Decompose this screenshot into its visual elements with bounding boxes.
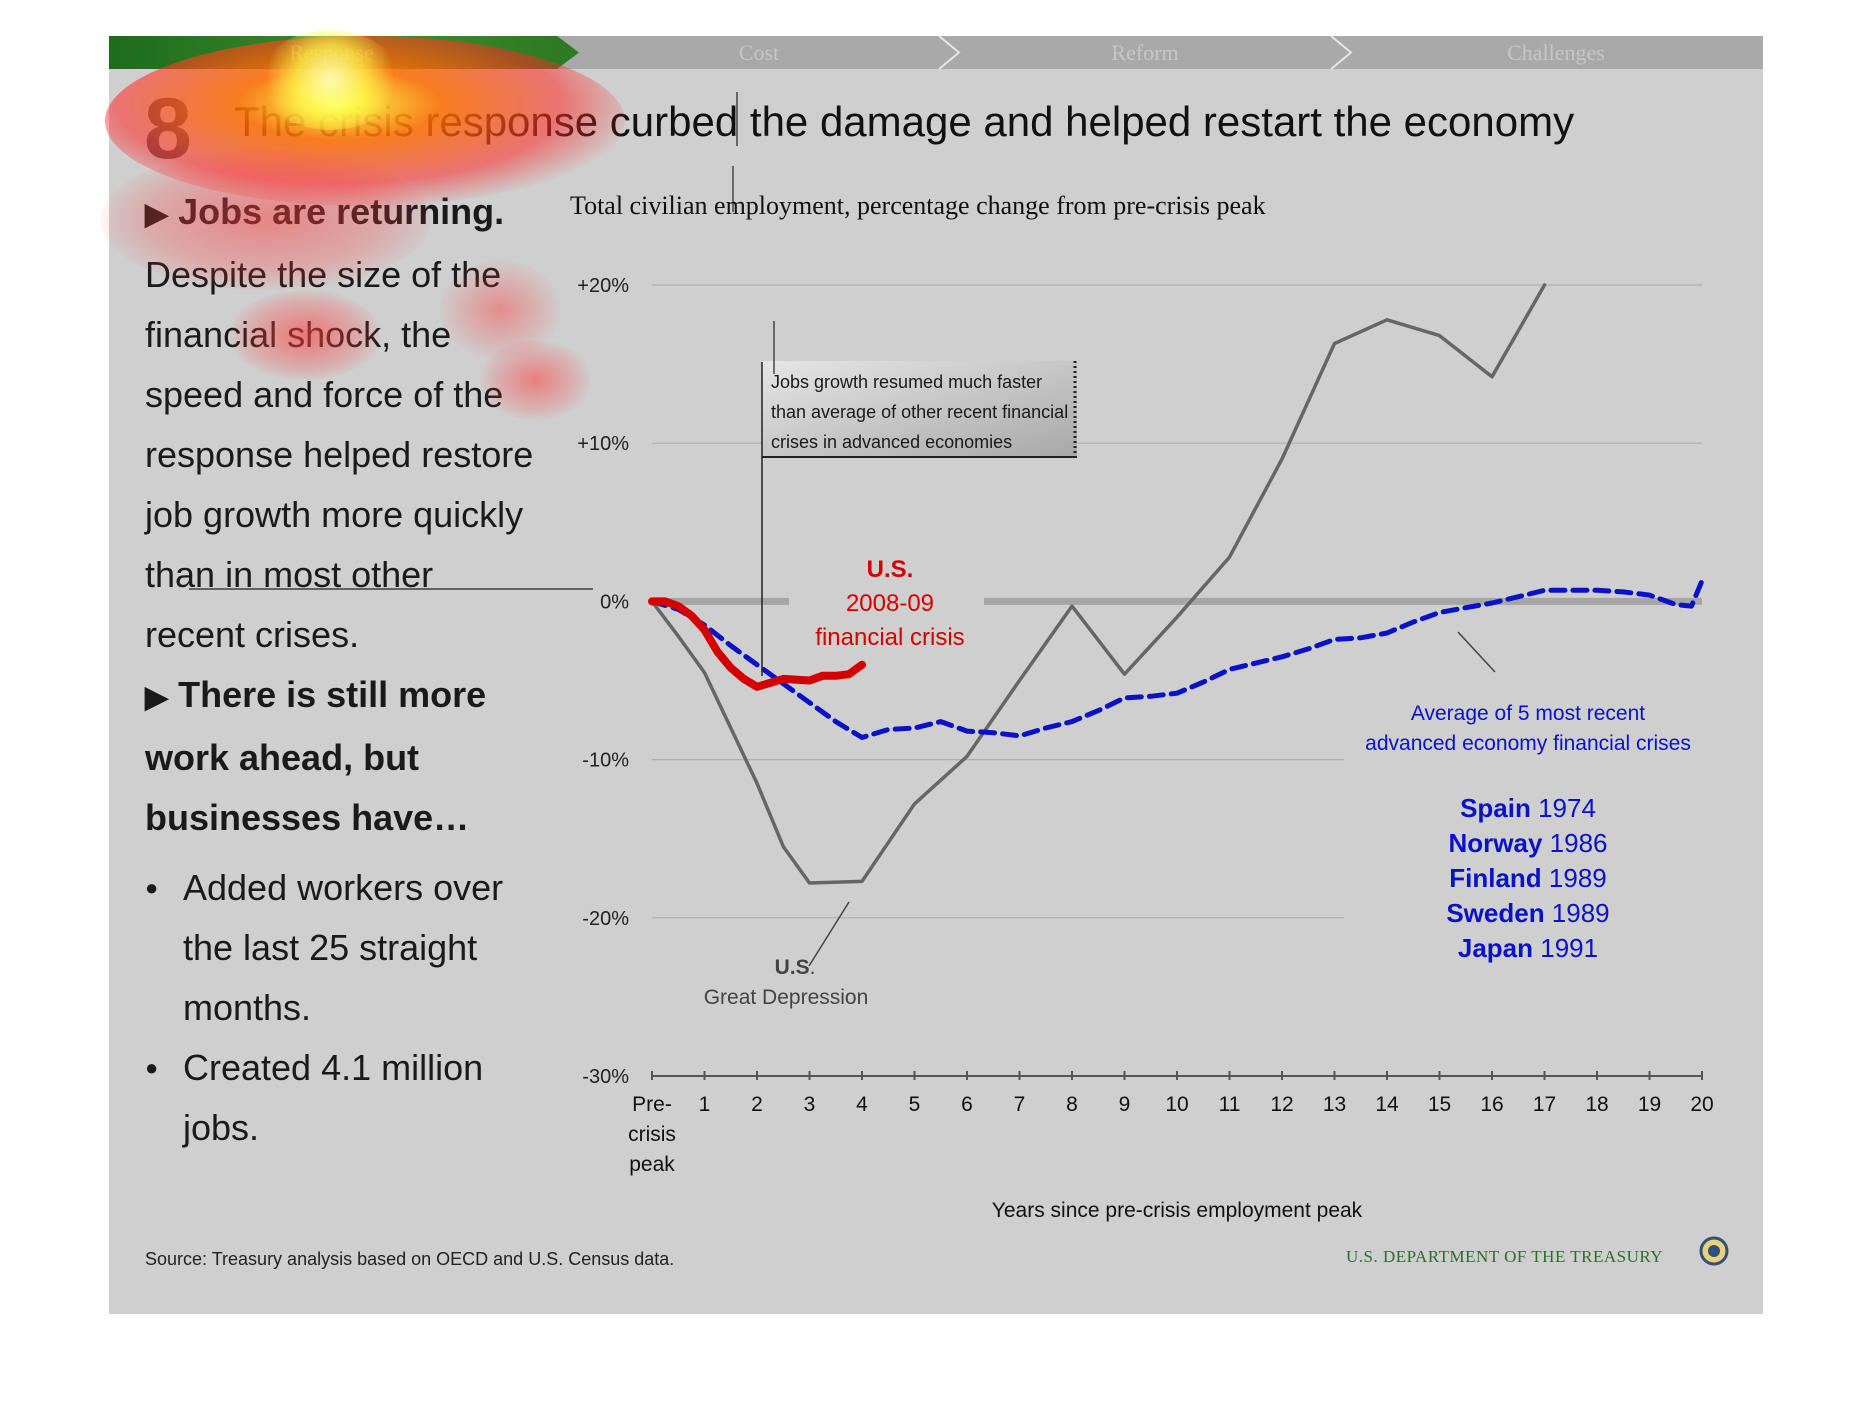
country-entry: Finland 1989: [1449, 863, 1607, 893]
bullet-dot-icon: ●: [145, 875, 159, 900]
tab-challenges[interactable]: Challenges: [1507, 40, 1605, 65]
work-heading-line: work ahead, but: [145, 737, 420, 778]
bullet-item: ● Created 4.1 million: [145, 1038, 575, 1098]
bullet-line: Created 4.1 million: [183, 1047, 484, 1088]
x-tick-label: 8: [1066, 1093, 1078, 1116]
tab-reform[interactable]: Reform: [1111, 40, 1179, 65]
y-tick-label: 0%: [600, 591, 629, 613]
x-tick-label: 19: [1638, 1093, 1661, 1116]
treasury-seal-icon: [1699, 1236, 1729, 1266]
x-tick-label: 5: [909, 1093, 921, 1116]
us-2008-label: 2008-09: [846, 590, 934, 617]
country-entry: Spain 1974: [1460, 793, 1596, 823]
bullet-item: ● Added workers over: [145, 858, 575, 918]
x-tick-label: 16: [1480, 1093, 1503, 1116]
para-line: speed and force of the: [145, 374, 504, 415]
x-tick-label: 17: [1533, 1093, 1556, 1116]
tab-cost[interactable]: Cost: [738, 40, 780, 65]
country-entry: Norway 1986: [1449, 828, 1608, 858]
bullet-line: Added workers over: [183, 867, 504, 908]
annotation-text: Jobs growth resumed much faster: [771, 372, 1042, 392]
x-tick-label: 12: [1270, 1093, 1293, 1116]
bullet-line: jobs.: [183, 1107, 260, 1148]
x-tick-label: 10: [1165, 1093, 1188, 1116]
depression-line: [650, 283, 1547, 885]
average-label: advanced economy financial crises: [1365, 732, 1691, 755]
us-2008-line: [648, 597, 866, 691]
y-tick-label: -10%: [582, 750, 629, 772]
us-2008-label: financial crisis: [815, 624, 964, 651]
work-heading: ▶ There is still more: [145, 665, 575, 728]
x-tick-label: 15: [1428, 1093, 1451, 1116]
para-line: job growth more quickly: [145, 494, 524, 535]
x-tick-label: 4: [856, 1093, 868, 1116]
x-tick-label: 18: [1585, 1093, 1608, 1116]
x-tick-label: 7: [1014, 1093, 1026, 1116]
chart-title: Total civilian employment, percentage ch…: [570, 191, 1266, 220]
depression-leader-line: [808, 901, 850, 967]
depression-label: U.S.: [775, 956, 816, 979]
annotation-box: [762, 361, 1077, 457]
bullet-dot-icon: ●: [145, 1055, 159, 1080]
treasury-wordmark: U.S. DEPARTMENT OF THE TREASURY: [1346, 1247, 1664, 1266]
x-tick-label: 1: [699, 1093, 711, 1116]
para-line: response helped restore: [145, 434, 534, 475]
average-leader-line: [1457, 631, 1496, 673]
x-tick-label: 14: [1375, 1093, 1399, 1116]
x-tick-label: 2: [751, 1093, 763, 1116]
average-crises-line: [649, 578, 1705, 740]
average-label: Average of 5 most recent: [1411, 702, 1645, 725]
x-tick-label: 6: [961, 1093, 973, 1116]
bullet-line: the last 25 straight: [183, 927, 478, 968]
employment-chart: Total civilian employment, percentage ch…: [189, 92, 1714, 1222]
bullet-line: months.: [183, 987, 312, 1028]
triangle-icon: ▶: [145, 681, 169, 714]
x-tick-label: 3: [804, 1093, 816, 1116]
para-line: recent crises.: [145, 614, 360, 655]
x-tick-label: 11: [1219, 1093, 1241, 1116]
x-axis-label: Years since pre-crisis employment peak: [992, 1199, 1363, 1222]
y-tick-label: +20%: [577, 275, 629, 297]
x-tick-label: crisis: [628, 1123, 676, 1146]
x-tick-label: 20: [1690, 1093, 1713, 1116]
annotation-text: crises in advanced economies: [771, 432, 1012, 452]
country-entry: Japan 1991: [1458, 933, 1598, 963]
country-entry: Sweden 1989: [1446, 898, 1609, 928]
work-heading-text: There is still more: [178, 674, 487, 715]
para-line: than in most other: [145, 554, 434, 595]
y-tick-label: -30%: [582, 1066, 629, 1088]
x-tick-label: 9: [1119, 1093, 1131, 1116]
x-tick-label: Pre-: [632, 1093, 672, 1116]
us-2008-label: U.S.: [867, 556, 914, 583]
x-tick-label: 13: [1323, 1093, 1346, 1116]
annotation-text: than average of other recent financial: [771, 402, 1068, 422]
slide: Response Cost Reform Challenges 8 The cr…: [109, 36, 1763, 1314]
x-tick-label: peak: [629, 1153, 675, 1176]
depression-label-line2: Great Depression: [704, 986, 869, 1009]
source-note: Source: Treasury analysis based on OECD …: [145, 1249, 675, 1269]
work-heading-line: businesses have…: [145, 797, 470, 838]
y-tick-label: -20%: [582, 908, 629, 930]
y-tick-label: +10%: [577, 433, 629, 455]
